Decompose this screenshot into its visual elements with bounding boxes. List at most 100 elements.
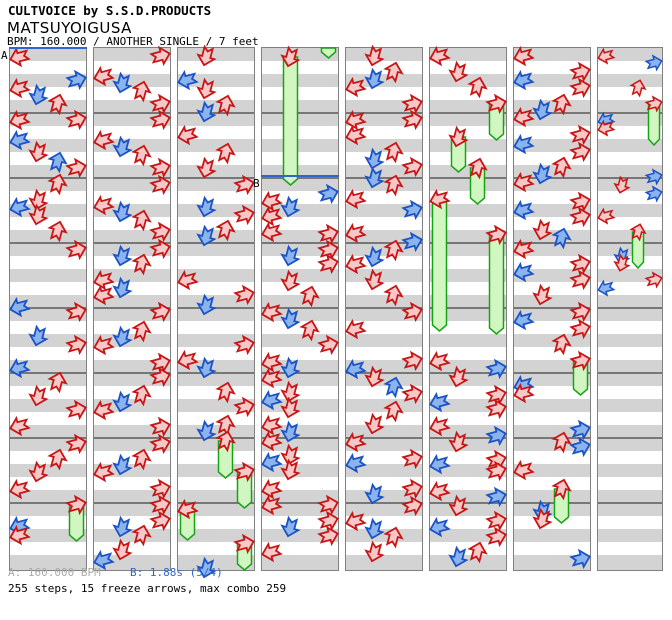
note-arrow: [47, 220, 68, 243]
note-arrow: [513, 459, 535, 481]
note-arrow: [112, 515, 133, 538]
note-arrow: [513, 69, 535, 91]
note-arrow: [215, 219, 236, 242]
beat-stripe: [430, 256, 506, 269]
beat-stripe: [178, 152, 254, 165]
beat-stripe: [10, 217, 86, 230]
column-border: [597, 47, 663, 571]
note-arrow: [93, 65, 115, 87]
note-arrow: [47, 371, 68, 394]
beat-stripe: [178, 87, 254, 100]
beat-stripe: [10, 516, 86, 529]
note-arrow: [149, 45, 171, 67]
note-arrow: [513, 106, 535, 128]
beat-stripe: [178, 555, 254, 568]
note-arrow: [401, 109, 423, 131]
beat-stripe: [598, 282, 662, 295]
note-arrow: [196, 195, 217, 218]
beat-stripe: [178, 256, 254, 269]
note-arrow: [131, 80, 152, 103]
beat-stripe: [514, 464, 590, 477]
beat-stripe: [514, 542, 590, 555]
note-arrow: [513, 171, 535, 193]
beat-stripe: [94, 347, 170, 360]
note-arrow: [215, 142, 236, 165]
beat-stripe: [430, 503, 506, 516]
note-arrow: [317, 334, 339, 356]
note-arrow: [513, 45, 535, 67]
chart-meta-info: BPM: 160.000 / ANOTHER SINGLE / 7 feet: [7, 35, 259, 48]
note-arrow: [280, 458, 301, 481]
beat-stripe: [598, 204, 662, 217]
note-arrow: [485, 486, 507, 508]
beat-stripe: [10, 113, 86, 126]
beat-stripe: [262, 269, 338, 282]
beat-stripe: [514, 126, 590, 139]
beat-stripe: [598, 464, 662, 477]
beat-stripe: [10, 542, 86, 555]
note-arrow: [261, 494, 283, 516]
note-arrow: [131, 253, 152, 276]
beat-stripe: [430, 269, 506, 282]
note-arrow: [261, 351, 283, 373]
beat-stripe: [262, 191, 338, 204]
note-arrow: [345, 76, 367, 98]
beat-stripe: [430, 87, 506, 100]
note-arrow: [112, 200, 133, 223]
beat-stripe: [430, 152, 506, 165]
note-arrow: [280, 396, 301, 419]
beat-stripe: [94, 165, 170, 178]
beat-stripe: [430, 542, 506, 555]
note-arrow: [364, 365, 385, 388]
note-arrow: [513, 309, 535, 331]
beat-stripe: [94, 295, 170, 308]
note-arrow: [299, 319, 320, 342]
beat-stripe: [514, 217, 590, 230]
note-arrow: [467, 541, 488, 564]
beat-stripe: [346, 568, 422, 570]
beat-stripe: [262, 490, 338, 503]
beat-stripe: [514, 74, 590, 87]
beat-stripe: [262, 321, 338, 334]
beat-stripe: [10, 451, 86, 464]
beat-stripe: [514, 386, 590, 399]
beat-stripe: [94, 490, 170, 503]
note-arrow: [513, 238, 535, 260]
note-arrow: [112, 276, 133, 299]
beat-stripe: [430, 529, 506, 542]
beat-stripe: [346, 373, 422, 386]
beat-stripe: [598, 87, 662, 100]
beat-stripe: [346, 269, 422, 282]
beat-stripe: [598, 503, 662, 516]
note-arrow: [149, 238, 171, 260]
beat-stripe: [10, 100, 86, 113]
beat-stripe: [262, 568, 338, 570]
note-arrow: [261, 221, 283, 243]
beat-stripe: [598, 178, 662, 191]
note-arrow: [112, 453, 133, 476]
note-arrow: [448, 545, 469, 568]
beat-stripe: [598, 555, 662, 568]
beat-stripe: [430, 282, 506, 295]
note-arrow: [196, 77, 217, 100]
note-arrow: [597, 207, 616, 225]
beat-stripe: [178, 386, 254, 399]
beat-stripe: [10, 126, 86, 139]
note-arrow: [112, 538, 133, 561]
beat-stripe: [430, 347, 506, 360]
beat-stripe: [178, 126, 254, 139]
beat-stripe: [94, 217, 170, 230]
beat-stripe: [262, 48, 338, 61]
beat-stripe: [94, 178, 170, 191]
beat-stripe: [346, 48, 422, 61]
note-arrow: [149, 352, 171, 374]
beat-stripe: [178, 438, 254, 451]
beat-stripe: [10, 204, 86, 217]
beat-stripe: [514, 347, 590, 360]
beat-stripe: [514, 412, 590, 425]
beat-stripe: [598, 477, 662, 490]
beat-stripe: [94, 503, 170, 516]
note-arrow: [364, 44, 385, 67]
beat-stripe: [430, 464, 506, 477]
beat-stripe: [178, 399, 254, 412]
